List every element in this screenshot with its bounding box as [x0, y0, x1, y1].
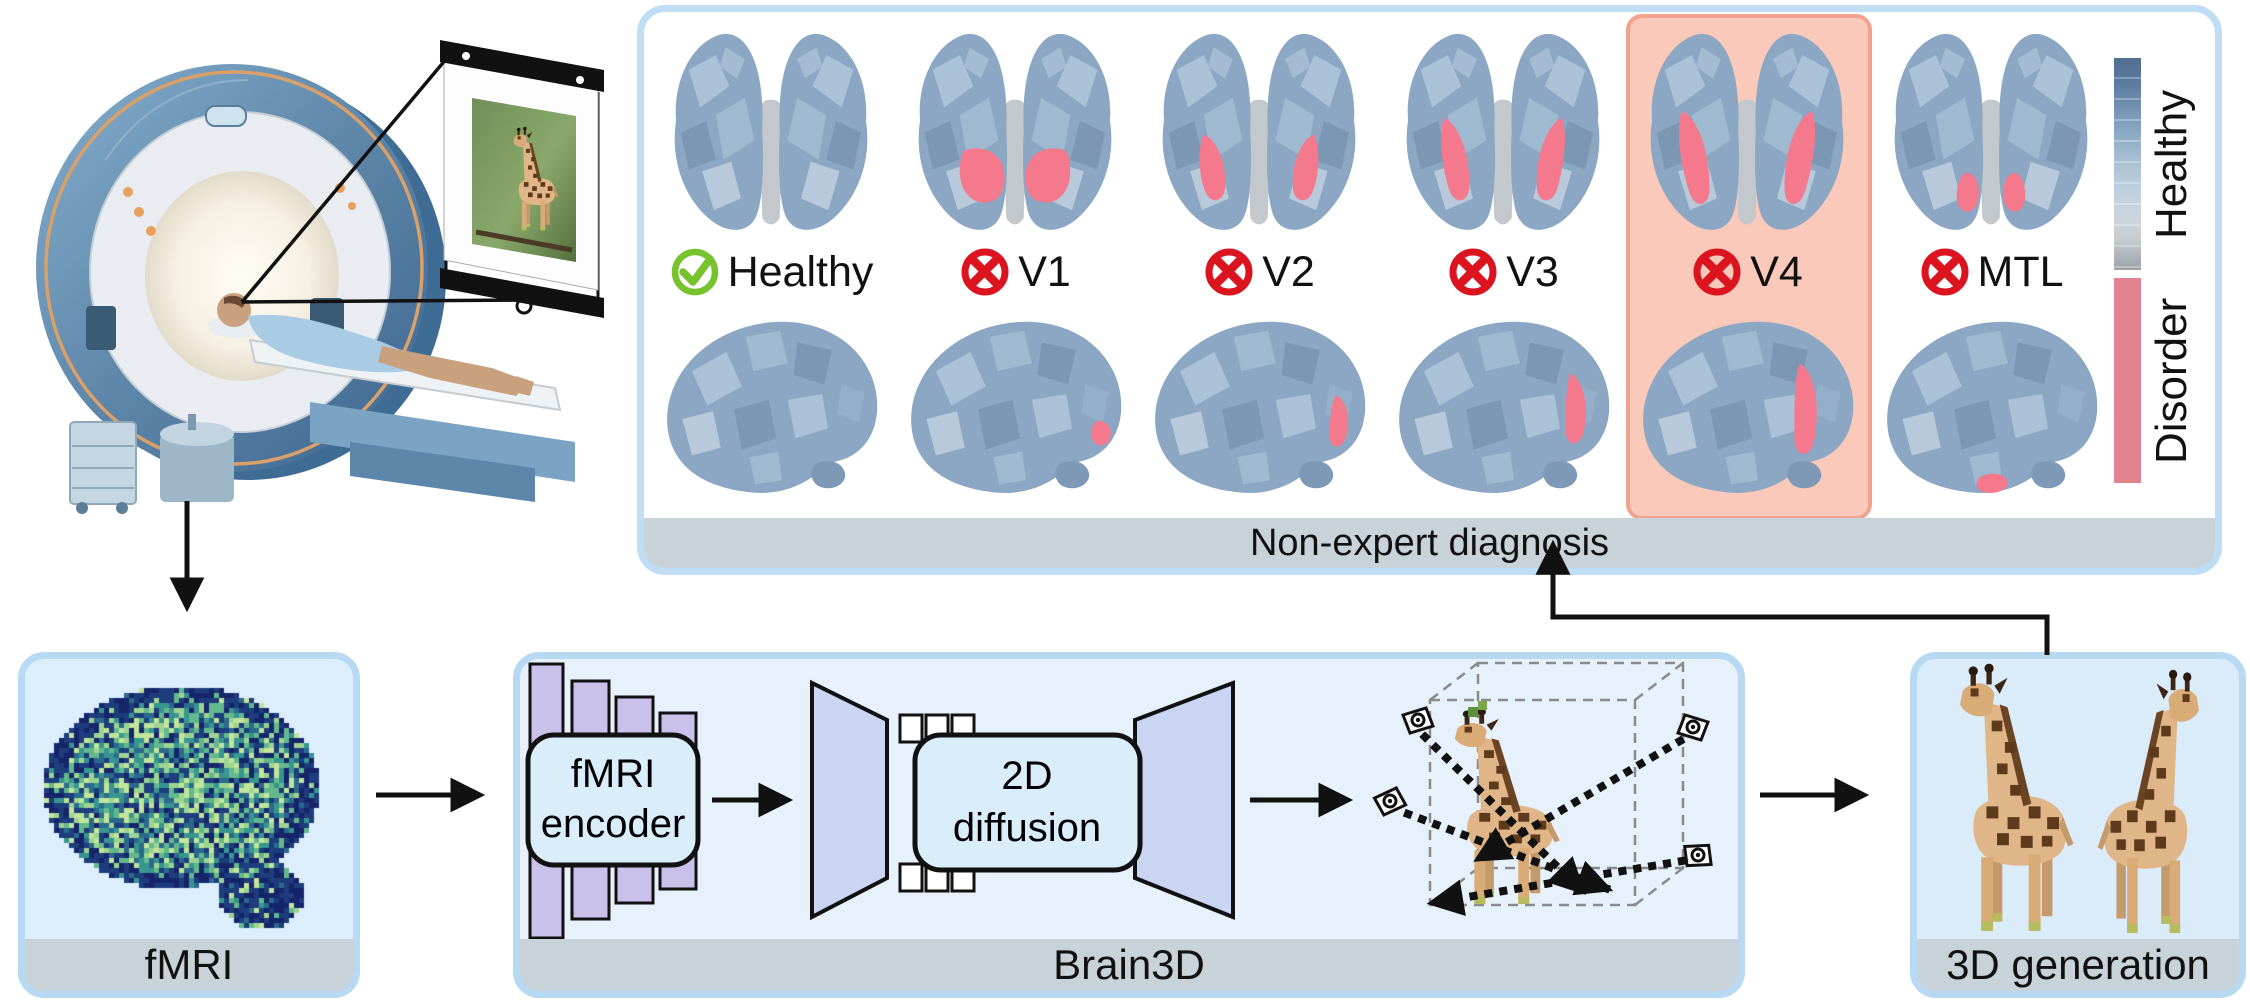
camera-icon	[1371, 785, 1409, 818]
brain-lateral-view	[667, 321, 878, 493]
colorbar-disorder-label: Disorder	[2147, 297, 2196, 465]
diagnosis-column-healthy: Healthy	[650, 12, 892, 518]
view-lines	[240, 56, 535, 304]
brain-lateral-view	[1155, 321, 1366, 493]
diagnosis-label: V3	[1506, 247, 1559, 296]
camera-icon	[1678, 838, 1717, 873]
generation-caption-bar: 3D generation	[1917, 939, 2239, 991]
brain-dorsal-view	[674, 33, 868, 230]
check-icon	[669, 245, 721, 299]
diagnosis-label-row: V3	[1447, 244, 1559, 300]
colorbar-healthy-segment	[2114, 58, 2141, 270]
diagnosis-columns: Healthy V1 V2	[650, 12, 2112, 518]
encoder-label-line2: encoder	[541, 802, 686, 846]
helium-tank	[160, 414, 234, 502]
giraffe-photo	[472, 98, 576, 262]
equipment-cart	[69, 421, 137, 514]
brain-lateral-view	[1887, 321, 2098, 493]
arrow-brain3d-to-generation	[1760, 777, 1870, 813]
generation-caption: 3D generation	[1946, 941, 2210, 988]
diagnosis-label-row: Healthy	[669, 244, 874, 300]
diagnosis-panel: Healthy V1 V2	[637, 5, 2222, 575]
cross-icon	[1919, 245, 1971, 299]
colorbar-disorder-segment	[2114, 278, 2141, 483]
arrow-generation-to-diagnosis	[1535, 539, 2050, 655]
diagnosis-label: MTL	[1977, 247, 2064, 296]
generation-panel: 3D generation	[1910, 652, 2246, 998]
diagnosis-label-row: MTL	[1919, 244, 2064, 300]
camera-rays	[1402, 731, 1687, 916]
diffusion-box: 2D diffusion	[912, 732, 1143, 873]
diagnosis-label: V1	[1018, 247, 1071, 296]
arrow-scanner-to-fmri	[169, 501, 205, 613]
unet-shape	[810, 679, 1235, 921]
brain-lateral-view	[1399, 321, 1610, 493]
diagnosis-column-v4: V4	[1626, 12, 1868, 518]
diagnosis-label: V2	[1262, 247, 1315, 296]
diffusion-label-line1: 2D	[1001, 754, 1052, 798]
brain3d-panel: fMRI encoder 2D diffusion	[513, 652, 1745, 998]
fmri-encoder-box: fMRI encoder	[525, 732, 701, 868]
brain3d-diagram: fMRI encoder 2D diffusion	[525, 661, 1717, 940]
diagnosis-column-v1: V1	[894, 12, 1136, 518]
diagnosis-label: Healthy	[727, 247, 874, 296]
cross-icon	[1447, 245, 1499, 299]
fmri-caption-bar: fMRI	[25, 939, 353, 991]
generated-giraffes	[1960, 663, 2200, 934]
brain-dorsal-view	[1894, 33, 2088, 230]
brain-lateral-view	[911, 321, 1122, 493]
diffusion-label-line2: diffusion	[953, 806, 1101, 850]
generated-giraffe-right	[2097, 669, 2200, 934]
mri-scanner-illustration	[36, 40, 604, 514]
diagnosis-label-row: V1	[959, 244, 1071, 300]
cross-icon	[1203, 245, 1255, 299]
diagnosis-label: V4	[1750, 247, 1803, 296]
arrow-fmri-to-brain3d	[376, 777, 486, 813]
diagnosis-column-mtl: MTL	[1870, 12, 2112, 518]
camera-icon	[1401, 706, 1435, 735]
diagnosis-column-v2: V2	[1138, 12, 1380, 518]
patient	[208, 293, 534, 396]
diagnosis-label-row: V2	[1203, 244, 1315, 300]
projection-screen	[440, 40, 604, 318]
brain3d-caption-bar: Brain3D	[520, 939, 1738, 991]
fmri-caption: fMRI	[144, 941, 234, 988]
cross-icon	[1691, 245, 1743, 299]
diagnosis-column-v3: V3	[1382, 12, 1624, 518]
brain-dorsal-view	[1162, 33, 1356, 230]
encoder-label-line1: fMRI	[571, 752, 655, 796]
brain-lateral-view	[1643, 321, 1854, 493]
diagnosis-label-row: V4	[1691, 244, 1803, 300]
generated-giraffe-left	[1960, 663, 2074, 931]
giraffe-3d-object	[1454, 708, 1560, 905]
brain-dorsal-view	[1650, 33, 1844, 230]
brain-dorsal-view	[1406, 33, 1600, 230]
fmri-panel: fMRI	[18, 652, 360, 998]
colorbar-healthy-label: Healthy	[2147, 89, 2196, 239]
cross-icon	[959, 245, 1011, 299]
brain3d-caption: Brain3D	[1053, 941, 1205, 988]
fmri-voxel-image	[34, 673, 344, 933]
brain-dorsal-view	[918, 33, 1112, 230]
